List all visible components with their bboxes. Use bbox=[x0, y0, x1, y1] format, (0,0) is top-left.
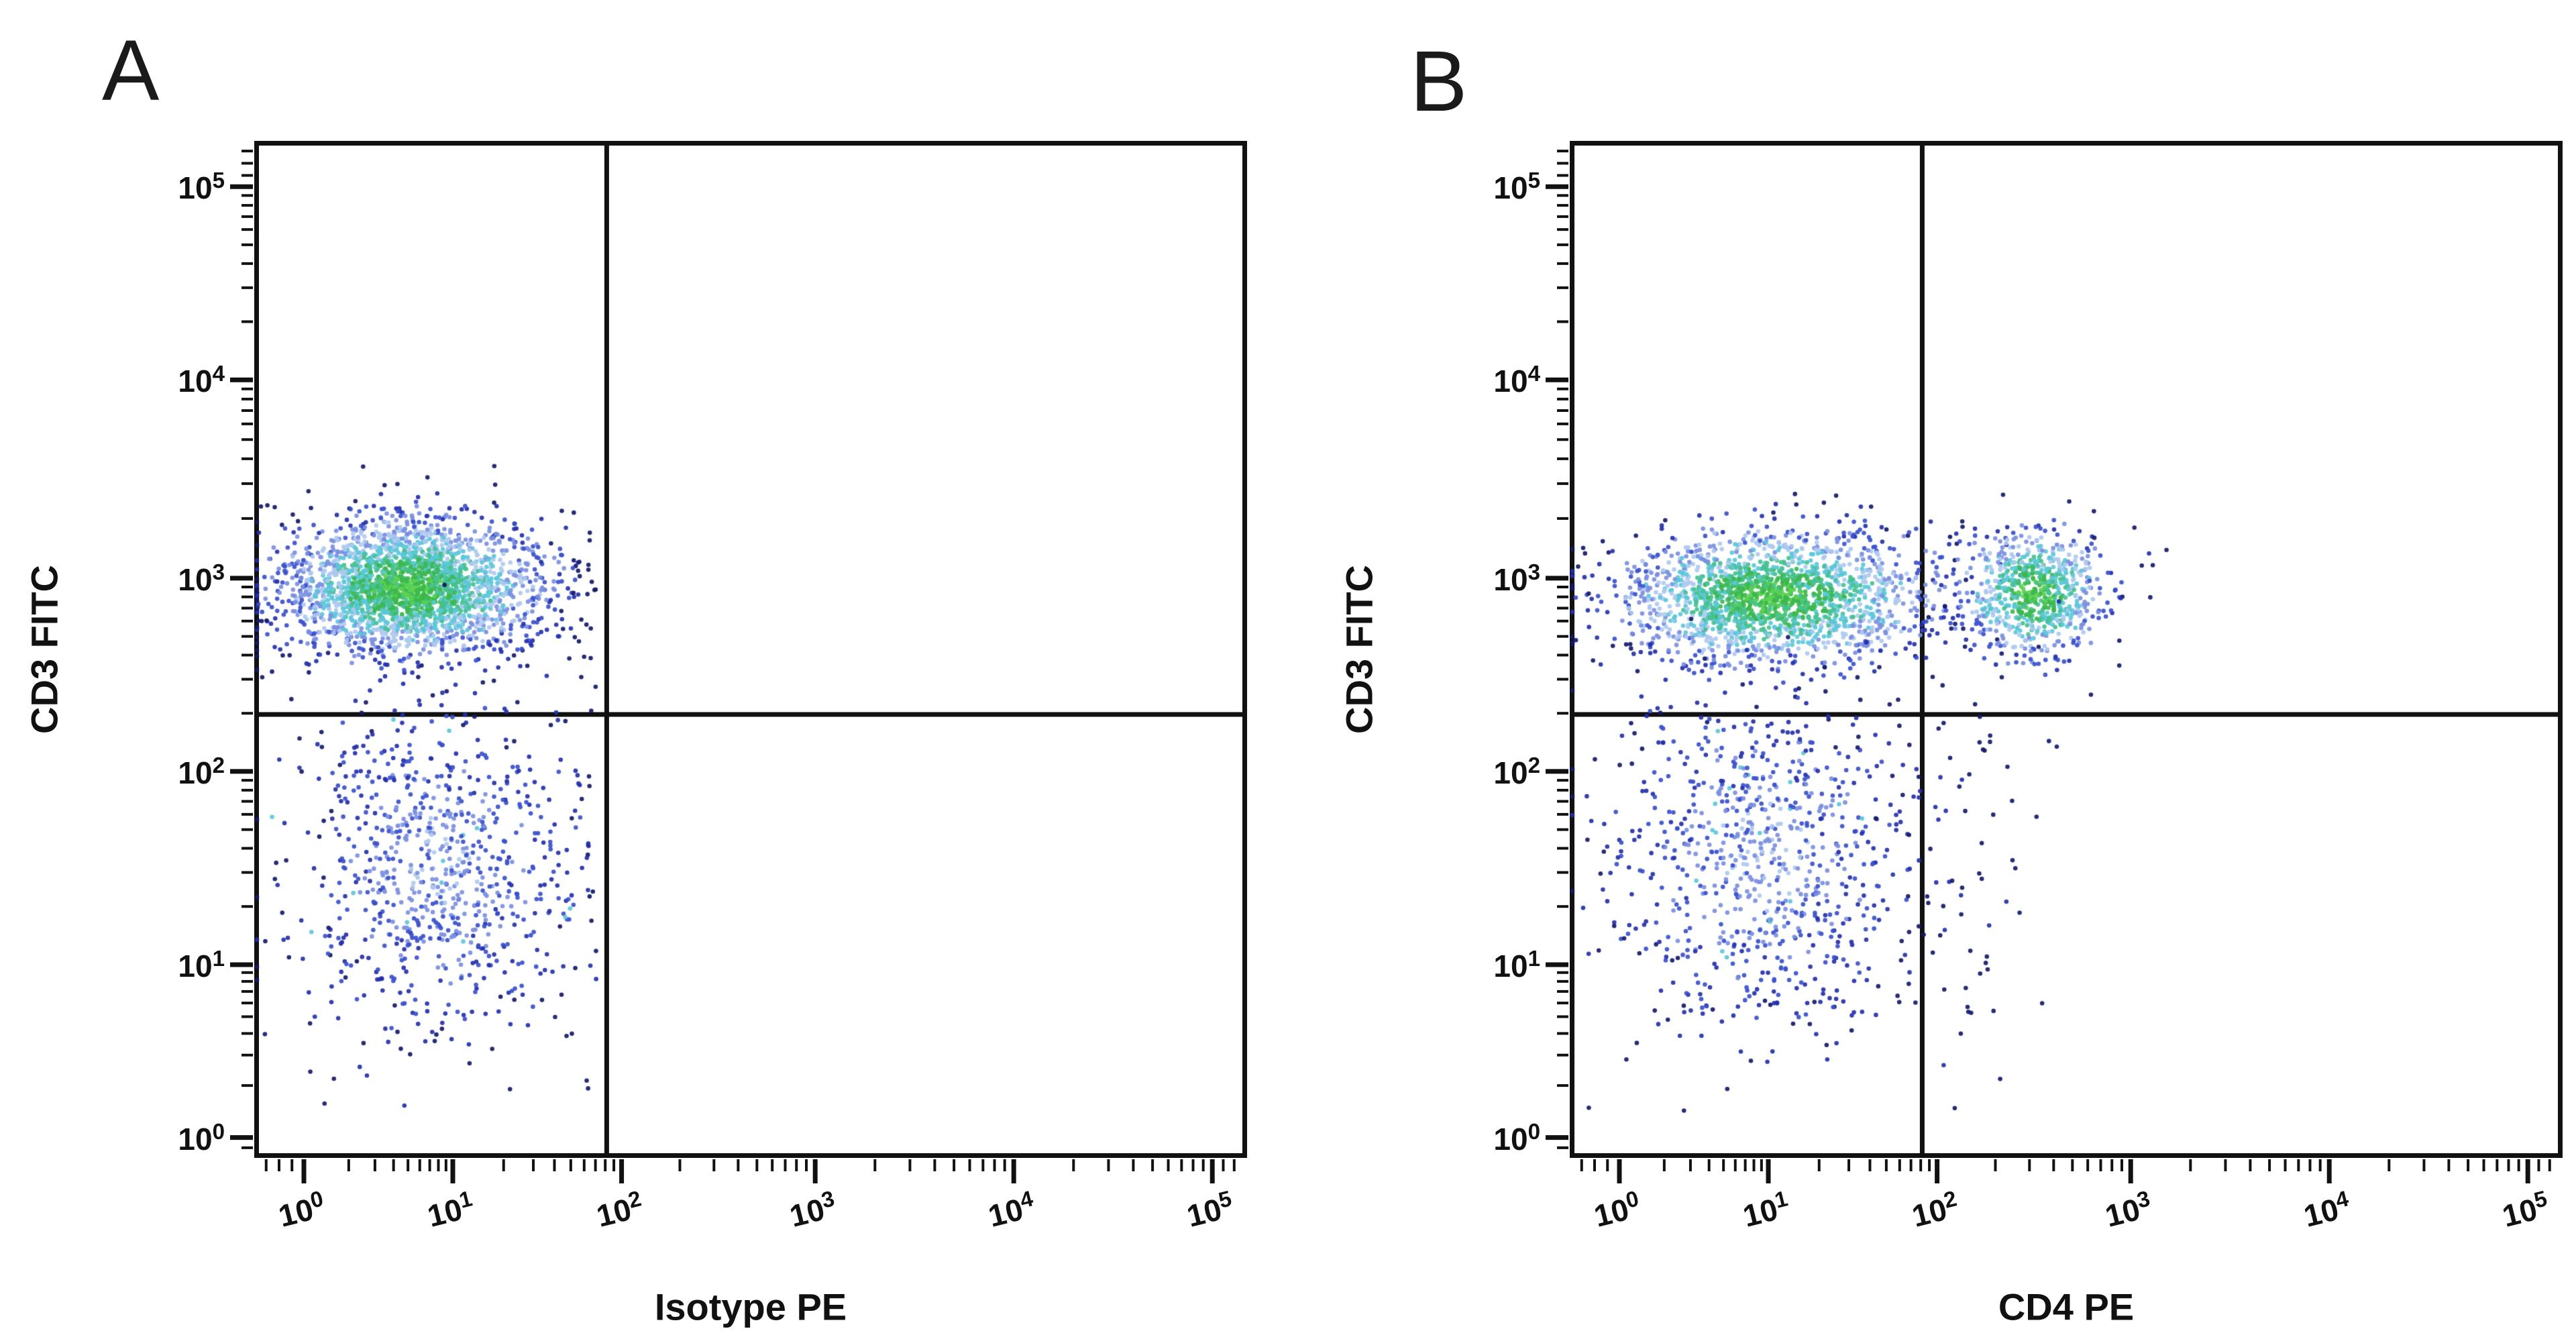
x-tick-label: 101 bbox=[1739, 1186, 1790, 1234]
y-tick-label: 102 bbox=[1493, 753, 1540, 791]
y-tick-label: 104 bbox=[178, 362, 225, 399]
x-tick-label: 105 bbox=[2499, 1186, 2550, 1234]
y-tick-label: 101 bbox=[178, 946, 225, 984]
panel-a-dot-plot: 100 100 101 101 102 102 103 103 104 104 105 105 bbox=[178, 141, 1247, 1234]
panel-a-y-axis-label: CD3 FITC bbox=[23, 565, 66, 734]
y-tick-label: 104 bbox=[1493, 362, 1540, 399]
panel-b-dot-plot: 100 100 101 101 102 102 103 103 104 104 105 105 bbox=[1493, 141, 2563, 1234]
y-tick-label: 101 bbox=[1493, 946, 1540, 984]
x-tick-label: 104 bbox=[2300, 1186, 2351, 1234]
panel-b-x-axis-label: CD4 PE bbox=[1998, 1285, 2135, 1328]
x-tick-label: 101 bbox=[423, 1186, 475, 1234]
panel-a-letter: A bbox=[102, 23, 160, 119]
x-tick-label: 100 bbox=[1590, 1186, 1642, 1234]
panel-a-x-axis-label: Isotype PE bbox=[654, 1285, 847, 1328]
y-tick-label: 100 bbox=[1493, 1119, 1540, 1157]
y-tick-label: 103 bbox=[178, 559, 225, 598]
x-tick-label: 102 bbox=[592, 1186, 644, 1234]
panel-b-y-axis-label: CD3 FITC bbox=[1338, 565, 1381, 734]
panel-b-letter: B bbox=[1410, 34, 1468, 129]
y-tick-label: 100 bbox=[178, 1119, 225, 1157]
y-tick-label: 105 bbox=[1493, 168, 1540, 206]
y-tick-label: 103 bbox=[1493, 559, 1540, 598]
y-tick-label: 105 bbox=[178, 168, 225, 206]
x-tick-label: 103 bbox=[786, 1186, 837, 1234]
x-tick-label: 104 bbox=[985, 1186, 1036, 1234]
x-tick-label: 105 bbox=[1183, 1186, 1234, 1234]
panel-a-scatter-events bbox=[254, 141, 1247, 1158]
y-tick-label: 102 bbox=[178, 753, 225, 791]
x-tick-label: 102 bbox=[1908, 1186, 1960, 1234]
panel-b-scatter-events bbox=[1570, 141, 2563, 1158]
x-tick-label: 103 bbox=[2102, 1186, 2153, 1234]
x-tick-label: 100 bbox=[274, 1186, 326, 1234]
